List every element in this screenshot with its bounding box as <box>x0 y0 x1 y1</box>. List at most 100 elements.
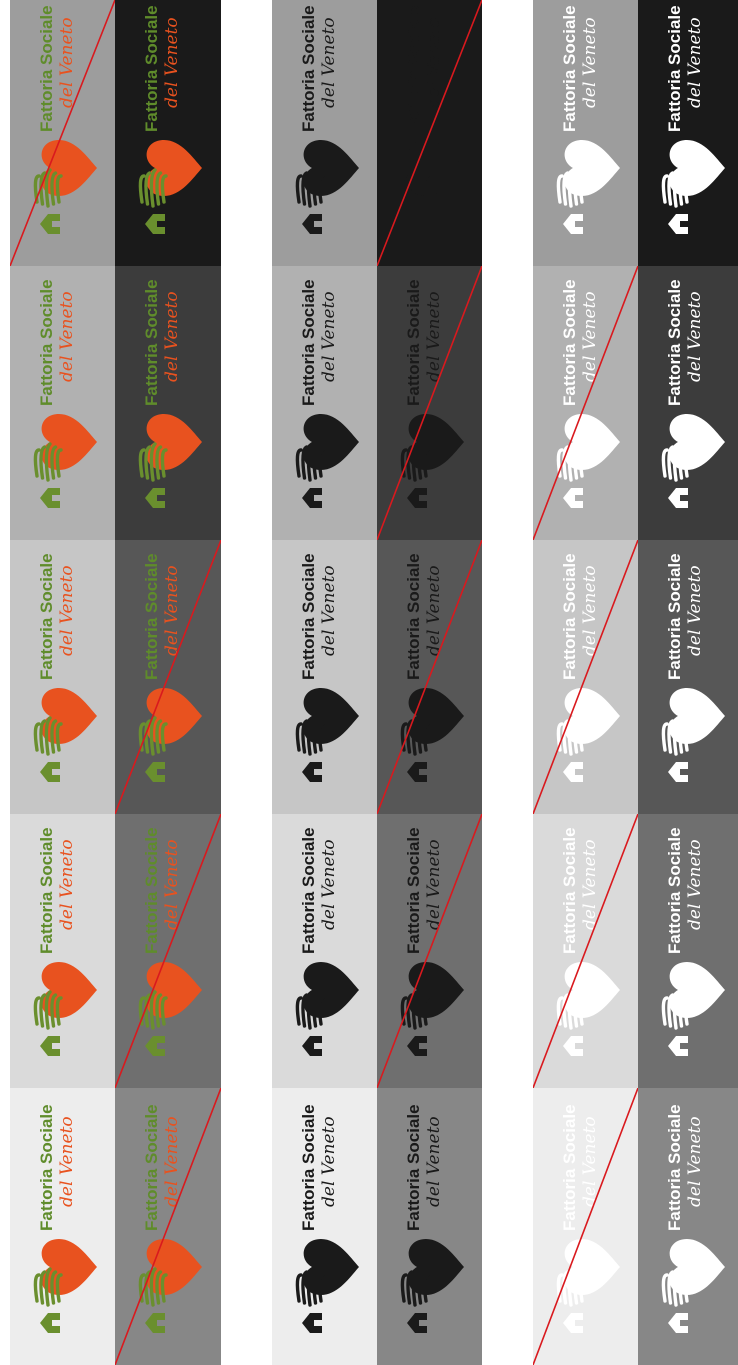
color-version-r3-c1: Fattoria Sociale del Veneto <box>10 540 115 814</box>
stripes-icon <box>295 716 325 756</box>
logo-title: Fattoria Sociale <box>560 1104 579 1231</box>
heart-icon <box>669 140 725 196</box>
logo-title: Fattoria Sociale <box>404 553 423 680</box>
stripes-icon <box>295 1267 325 1307</box>
logo-subtitle: del Veneto <box>162 291 182 382</box>
logo-subtitle: del Veneto <box>685 839 705 930</box>
house-icon <box>302 214 322 234</box>
stripes-icon <box>33 442 63 482</box>
stripes-icon <box>33 168 63 208</box>
color-version-r1-c2: Fattoria Sociale del Veneto <box>115 0 221 266</box>
logo-subtitle: del Veneto <box>580 1116 600 1207</box>
logo-title: Fattoria Sociale <box>560 553 579 680</box>
stripes-icon <box>33 716 63 756</box>
house-icon <box>563 762 583 782</box>
white-version-r5-c1: Fattoria Sociale del Veneto <box>533 1088 638 1365</box>
white-version-r2-c1: Fattoria Sociale del Veneto <box>533 266 638 540</box>
fattoria-sociale-logo: Fattoria Sociale del Veneto <box>661 1104 725 1333</box>
heart-icon <box>669 688 725 744</box>
white-version-r3-c2: Fattoria Sociale del Veneto <box>638 540 738 814</box>
fattoria-sociale-logo: Fattoria Sociale del Veneto <box>556 279 620 508</box>
strike-line <box>377 0 482 266</box>
fattoria-sociale-logo: Fattoria Sociale del Veneto <box>400 1104 464 1333</box>
strike-line <box>377 540 482 814</box>
logo-subtitle: del Veneto <box>162 17 182 108</box>
fattoria-sociale-logo: Fattoria Sociale del Veneto <box>138 1104 202 1333</box>
house-icon <box>145 488 165 508</box>
fattoria-sociale-logo: Fattoria Sociale del Veneto <box>400 5 464 234</box>
stripes-icon <box>556 168 586 208</box>
logo-subtitle: del Veneto <box>424 17 444 108</box>
black-version-r1-c2: Fattoria Sociale del Veneto <box>377 0 482 266</box>
house-icon <box>668 1313 688 1333</box>
heart-icon <box>564 414 620 470</box>
heart-icon <box>408 414 464 470</box>
heart-icon <box>303 1239 359 1295</box>
black-version-r4-c1: Fattoria Sociale del Veneto <box>272 814 377 1088</box>
stripes-icon <box>661 716 691 756</box>
house-icon <box>302 488 322 508</box>
fattoria-sociale-logo: Fattoria Sociale del Veneto <box>138 553 202 782</box>
strike-line <box>115 814 221 1088</box>
house-icon <box>407 1313 427 1333</box>
heart-icon <box>303 414 359 470</box>
color-version-r2-c2: Fattoria Sociale del Veneto <box>115 266 221 540</box>
strike-line <box>533 1088 638 1365</box>
logo-title: Fattoria Sociale <box>142 553 161 680</box>
house-icon <box>302 1036 322 1056</box>
house-icon <box>563 488 583 508</box>
logo-title: Fattoria Sociale <box>665 553 684 680</box>
strike-line <box>533 540 638 814</box>
strike-line <box>533 266 638 540</box>
fattoria-sociale-logo: Fattoria Sociale del Veneto <box>138 279 202 508</box>
heart-icon <box>669 414 725 470</box>
heart-icon <box>303 140 359 196</box>
color-version-r5-c2: Fattoria Sociale del Veneto <box>115 1088 221 1365</box>
heart-icon <box>41 414 97 470</box>
heart-icon <box>564 962 620 1018</box>
house-icon <box>40 762 60 782</box>
house-icon <box>145 214 165 234</box>
fattoria-sociale-logo: Fattoria Sociale del Veneto <box>33 279 97 508</box>
fattoria-sociale-logo: Fattoria Sociale del Veneto <box>33 5 97 234</box>
house-icon <box>668 762 688 782</box>
house-icon <box>145 1036 165 1056</box>
heart-icon <box>303 962 359 1018</box>
logo-title: Fattoria Sociale <box>299 279 318 406</box>
logo-subtitle: del Veneto <box>580 839 600 930</box>
logo-subtitle: del Veneto <box>319 1116 339 1207</box>
white-version-r3-c1: Fattoria Sociale del Veneto <box>533 540 638 814</box>
fattoria-sociale-logo: Fattoria Sociale del Veneto <box>556 553 620 782</box>
logo-title: Fattoria Sociale <box>665 279 684 406</box>
fattoria-sociale-logo: Fattoria Sociale del Veneto <box>661 5 725 234</box>
stripes-icon <box>295 442 325 482</box>
fattoria-sociale-logo: Fattoria Sociale del Veneto <box>556 827 620 1056</box>
strike-line <box>10 0 115 266</box>
house-icon <box>145 1313 165 1333</box>
logo-title: Fattoria Sociale <box>560 827 579 954</box>
heart-icon <box>408 1239 464 1295</box>
logo-subtitle: del Veneto <box>424 565 444 656</box>
heart-icon <box>41 140 97 196</box>
white-version-r4-c1: Fattoria Sociale del Veneto <box>533 814 638 1088</box>
logo-subtitle: del Veneto <box>57 17 77 108</box>
heart-icon <box>669 1239 725 1295</box>
house-icon <box>40 214 60 234</box>
stripes-icon <box>295 168 325 208</box>
stripes-icon <box>661 990 691 1030</box>
stripes-icon <box>661 442 691 482</box>
fattoria-sociale-logo: Fattoria Sociale del Veneto <box>295 1104 359 1333</box>
house-icon <box>40 488 60 508</box>
heart-icon <box>303 688 359 744</box>
heart-icon <box>408 140 464 196</box>
heart-icon <box>408 962 464 1018</box>
logo-subtitle: del Veneto <box>685 291 705 382</box>
house-icon <box>668 488 688 508</box>
heart-icon <box>41 962 97 1018</box>
logo-subtitle: del Veneto <box>685 565 705 656</box>
black-version-r3-c1: Fattoria Sociale del Veneto <box>272 540 377 814</box>
heart-icon <box>41 1239 97 1295</box>
fattoria-sociale-logo: Fattoria Sociale del Veneto <box>33 827 97 1056</box>
strike-line <box>115 540 221 814</box>
